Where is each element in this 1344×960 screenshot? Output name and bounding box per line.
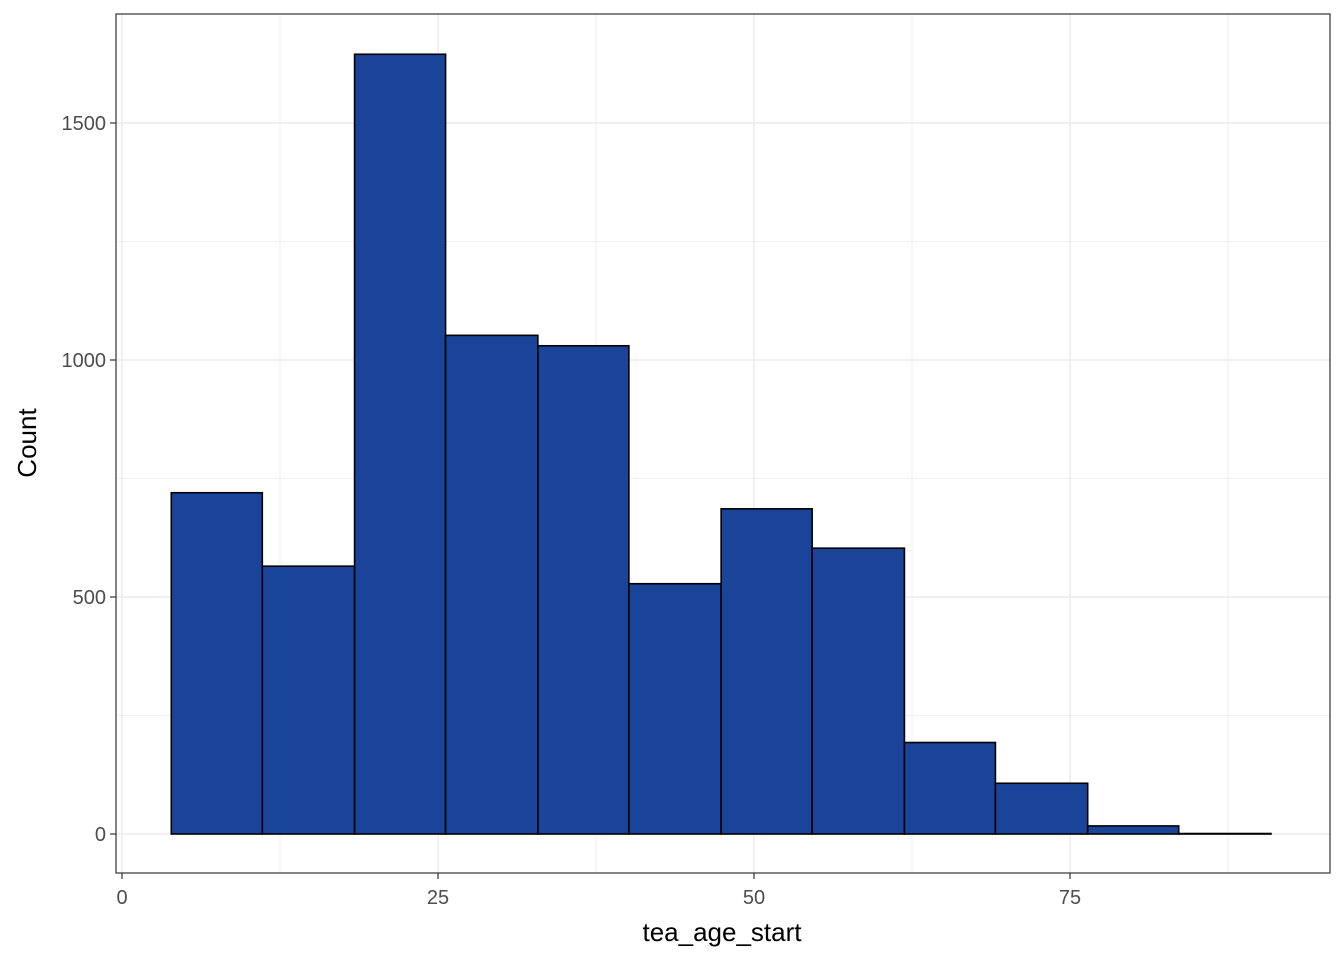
x-tick-label: 25 [427,887,449,909]
histogram-bar-4 [444,334,539,835]
y-axis-title: Count [12,408,42,478]
histogram-bar-3 [353,53,447,835]
histogram-bar-9 [903,741,997,835]
x-axis-title: tea_age_start [642,917,802,947]
x-axis-ticks: 0 25 50 75 [116,873,1081,909]
panel-border [115,13,1331,874]
y-tick-label: 1500 [62,113,107,135]
histogram-bar-2 [261,565,356,835]
y-tick-label: 0 [95,824,106,846]
histogram-bar-5 [537,344,630,835]
histogram-bars [170,53,1272,835]
histogram-bar-8 [811,547,906,835]
y-axis-ticks: 0 500 1000 1500 [62,113,116,846]
histogram-bar-11 [1086,825,1180,835]
histogram-bar-10 [994,782,1089,835]
x-tick-label: 50 [743,887,765,909]
histogram-bar-1 [170,491,264,835]
x-tick-label: 0 [116,887,127,909]
histogram-bar-6 [628,582,722,835]
x-tick-label: 75 [1059,887,1081,909]
y-tick-label: 1000 [62,350,107,372]
y-tick-label: 500 [73,587,106,609]
histogram-bar-7 [720,508,813,835]
